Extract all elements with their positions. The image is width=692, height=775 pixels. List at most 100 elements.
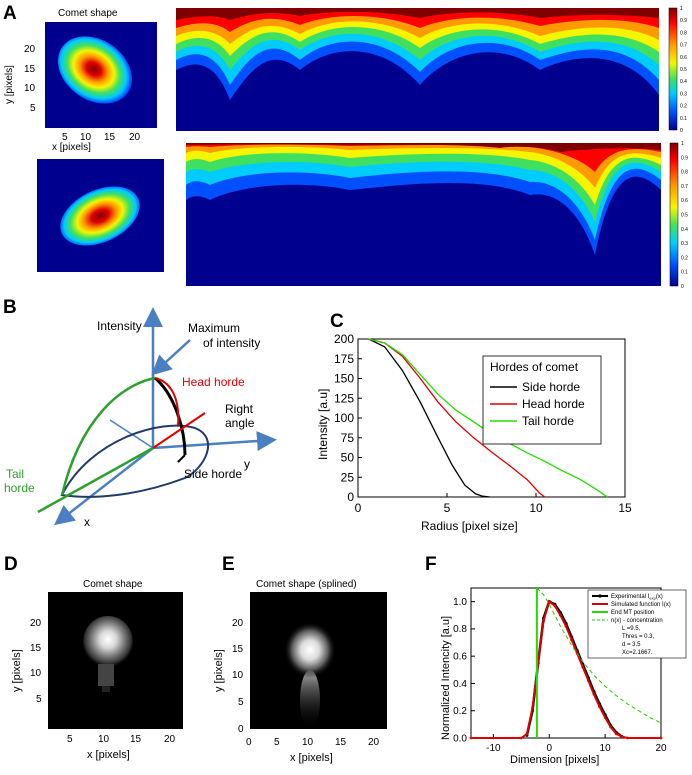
panel-f-chart: -10 0 10 20 0.0 0.2 0.4 0.6 0.8 1.0 <box>453 587 667 754</box>
f-series-simulated-point <box>581 665 585 669</box>
b-maximum-arrow <box>151 339 191 376</box>
a-ytick-5: 5 <box>30 103 36 114</box>
c-legend-box <box>482 355 602 445</box>
d-yticks: 20 15 10 5 <box>30 618 42 705</box>
colorbar-tick-label: 0.3 <box>681 241 688 247</box>
d-xtick-5: 5 <box>67 734 73 745</box>
d-xtick-15: 15 <box>130 734 142 745</box>
x-tick-label: 0 <box>546 743 552 754</box>
c-legend-head: Head horde <box>522 397 585 411</box>
colorbar-tick-label: 0.6 <box>681 198 688 204</box>
f-legend-simulated: Simulated function I(x) <box>611 602 671 608</box>
y-tick-label: 25 <box>341 470 355 484</box>
panel-a-colorbar-1 <box>668 7 678 131</box>
y-tick-label: 75 <box>341 431 355 445</box>
colorbar-tick-label: 0.1 <box>681 270 688 276</box>
colorbar-tick-label: 0.8 <box>681 170 688 176</box>
panel-a-colorbar-1-ticks: 1 0.9 0.8 0.7 0.6 0.5 0.4 0.3 0.2 0.1 0 <box>680 6 687 134</box>
e-xlabel: x [pixels] <box>290 752 333 764</box>
a-xtick-15: 15 <box>104 132 116 143</box>
panel-label-f: F <box>425 554 437 575</box>
e-yticks: 20 15 10 5 0 <box>232 618 244 735</box>
colorbar-tick-label: 0.7 <box>680 43 687 49</box>
f-series-simulated-point <box>547 600 551 604</box>
colorbar-tick-label: 0.3 <box>680 91 687 97</box>
b-head-horde-curve <box>154 377 180 426</box>
f-xlabel: Dimension [pixels] <box>510 754 599 766</box>
y-tick-label: 200 <box>334 332 354 346</box>
colorbar-tick-label: 0.5 <box>680 67 687 73</box>
d-ytick-20: 20 <box>30 618 42 629</box>
f-series-simulated-point <box>553 604 557 608</box>
b-intensity-label: Intensity <box>97 319 142 333</box>
f-series-simulated-point <box>592 692 596 696</box>
b-y-axis <box>152 431 277 451</box>
d-ylabel: y [pixels] <box>11 649 23 692</box>
colorbar-tick-label: 0.4 <box>681 227 688 233</box>
x-tick-label: 5 <box>444 501 451 515</box>
colorbar-tick-label: 0.2 <box>680 104 687 110</box>
f-ylabel: Normalized Intencity [a.u] <box>440 616 452 740</box>
f-series-simulated-point <box>570 638 573 642</box>
f-series-simulated <box>471 599 661 739</box>
b-maximum-label-1: Maximum <box>188 321 240 335</box>
panel-a-xticks: 5 10 15 20 <box>62 132 141 143</box>
y-tick-label: 50 <box>341 451 355 465</box>
b-x-label: x <box>84 515 90 529</box>
x-tick-label: 0 <box>355 501 362 515</box>
y-tick-label: 125 <box>334 391 354 405</box>
f-legend-param-d: d = 3.5 <box>622 642 641 648</box>
d-grayscale-image <box>48 592 183 729</box>
e-ytick-0: 0 <box>238 724 244 735</box>
a-ylabel: y [pixels] <box>4 65 15 104</box>
y-tick-label: 0.2 <box>453 706 467 717</box>
c-series-head-horde <box>368 338 546 498</box>
d-title: Comet shape <box>83 579 143 590</box>
colorbar-tick-label: 0.4 <box>680 79 687 85</box>
b-head-horde-label: Head horde <box>182 375 245 389</box>
y-tick-label: 0.4 <box>453 679 467 690</box>
panel-label-e: E <box>222 554 235 575</box>
f-plot-frame <box>470 587 662 739</box>
panel-a-comet-heatmap-2 <box>37 159 164 272</box>
f-series-simulated-point <box>586 679 590 683</box>
f-series-simulated-point <box>519 736 523 740</box>
b-x-axis <box>54 447 154 526</box>
f-legend-marker-exp <box>598 594 602 598</box>
panel-a-comet-title: Comet shape <box>58 8 118 19</box>
colorbar-tick-label: 0.6 <box>680 55 687 61</box>
f-series-simulated-point <box>559 613 562 617</box>
b-y-label: y <box>244 457 250 471</box>
panel-label-b: B <box>3 297 17 318</box>
a-ytick-15: 15 <box>24 64 36 75</box>
a-xtick-20: 20 <box>129 132 141 143</box>
e-xtick-15: 15 <box>335 737 347 748</box>
x-tick-label: 15 <box>618 501 632 515</box>
f-series-simulated-point <box>542 619 546 623</box>
f-legend-experimental: Experimental Iexp(x) <box>611 594 663 601</box>
panel-a-unfolded-heatmap-1 <box>176 8 659 131</box>
c-legend: Hordes of comet Side horde Head horde Ta… <box>482 355 602 445</box>
colorbar-tick-label: 0.2 <box>681 255 688 261</box>
b-right-angle-label-2: angle <box>225 416 255 430</box>
panel-a-yticks: 20 15 10 5 <box>24 44 36 114</box>
e-xtick-0: 0 <box>246 737 252 748</box>
colorbar-tick-label: 1 <box>680 6 683 12</box>
f-series-simulated-point <box>626 736 629 740</box>
a-ytick-10: 10 <box>24 83 36 94</box>
f-legend-concentration: n(x) - concentration <box>611 618 663 624</box>
f-series-simulated-point <box>469 736 473 740</box>
y-tick-label: 150 <box>334 372 354 386</box>
y-tick-label: 175 <box>334 352 354 366</box>
f-series-simulated-point <box>603 716 607 719</box>
e-xticks: 0 5 10 15 20 <box>246 737 380 748</box>
colorbar-tick-label: 0.1 <box>680 116 687 122</box>
y-tick-label: 1.0 <box>453 597 467 608</box>
colorbar-tick-label: 0 <box>680 128 683 134</box>
y-tick-label: 100 <box>334 411 354 425</box>
b-side-tick <box>177 454 186 463</box>
x-tick-label: 10 <box>529 501 543 515</box>
f-series-simulated-point <box>659 736 663 740</box>
f-series-simulated-point <box>564 624 568 628</box>
c-legend-title: Hordes of comet <box>490 360 579 374</box>
